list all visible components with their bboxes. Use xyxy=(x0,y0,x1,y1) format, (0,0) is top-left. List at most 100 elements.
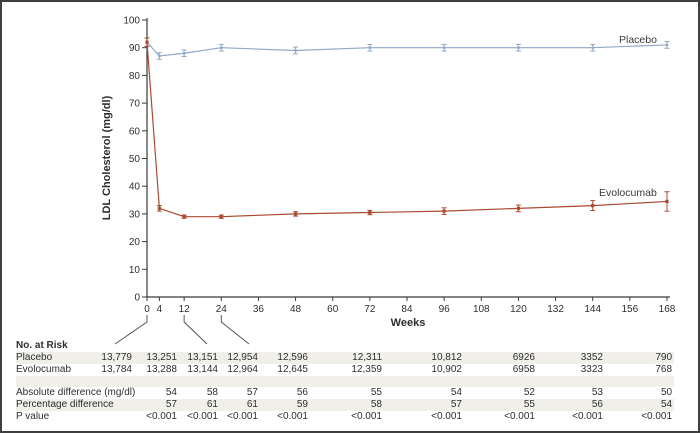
data-point-marker xyxy=(220,46,223,49)
x-tick-label: 96 xyxy=(439,304,451,315)
series-label-placebo: Placebo xyxy=(619,34,657,46)
cell-value: 6958 xyxy=(512,364,535,375)
row-label: Absolute difference (mg/dl) xyxy=(16,387,136,398)
stats-row-absolute-difference: Absolute difference (mg/dl) 54 58 57 56 55 54 5… xyxy=(16,387,674,399)
y-tick-label: 100 xyxy=(123,16,140,27)
cell-value: 54 xyxy=(660,399,673,410)
y-axis-title: LDL Cholesterol (mg/dl) xyxy=(101,95,113,220)
cell-value: 13,144 xyxy=(187,364,218,375)
cell-value: <0.001 xyxy=(504,411,535,422)
risk-table-leader-line xyxy=(114,315,148,345)
y-tick-label: 50 xyxy=(129,154,141,165)
cell-value: 13,784 xyxy=(101,364,132,375)
cell-value: <0.001 xyxy=(277,411,308,422)
stats-row-percentage-difference: Percentage difference 57 61 61 59 58 57 55 56 54 xyxy=(16,399,675,411)
x-tick-label: 0 xyxy=(144,304,150,315)
x-tick-label: 36 xyxy=(253,304,265,315)
data-point-marker xyxy=(219,215,223,219)
cell-value xyxy=(86,411,134,423)
spacer-cell xyxy=(16,376,674,387)
cell-value: 13,251 xyxy=(146,352,177,363)
row-label: Placebo xyxy=(16,352,53,363)
risk-table-leader-line xyxy=(183,315,208,345)
cell-value: <0.001 xyxy=(187,411,218,422)
cell-value: 57 xyxy=(246,387,258,398)
cell-value: <0.001 xyxy=(572,411,603,422)
data-point-marker xyxy=(665,199,669,204)
series-label-evolocumab: Evolocumab xyxy=(599,187,657,199)
x-tick-label: 84 xyxy=(401,304,413,315)
cell-value: 57 xyxy=(450,399,462,410)
y-tick-label: 20 xyxy=(129,237,141,248)
cell-value: 12,359 xyxy=(351,364,382,375)
cell-value: 3352 xyxy=(580,352,603,363)
x-axis-title: Weeks xyxy=(391,317,426,329)
data-point-marker xyxy=(157,206,161,210)
cell-value: 13,779 xyxy=(101,352,132,363)
y-tick-label: 90 xyxy=(129,43,141,54)
risk-table-spacer xyxy=(16,376,675,387)
cell-value: <0.001 xyxy=(641,411,673,422)
x-tick-label: 144 xyxy=(584,304,601,315)
cell-value: 56 xyxy=(591,399,603,410)
data-point-marker xyxy=(516,206,521,210)
data-point-marker xyxy=(158,54,161,58)
data-point-marker xyxy=(591,203,595,208)
x-tick-label: 24 xyxy=(216,304,228,315)
row-label: P value xyxy=(16,411,50,422)
x-tick-label: 72 xyxy=(364,304,376,315)
y-tick-label: 30 xyxy=(129,209,141,220)
x-tick-label: 4 xyxy=(157,304,163,315)
data-point-marker xyxy=(182,215,186,219)
risk-table-section: No. at Risk Placebo 13,779 13,251 13,151 12,9… xyxy=(16,339,675,423)
x-tick-label: 108 xyxy=(473,304,490,315)
data-point-marker xyxy=(442,209,446,213)
cell-value: 12,954 xyxy=(227,352,258,363)
cell-value: 52 xyxy=(523,387,535,398)
cell-value: 54 xyxy=(165,387,177,398)
y-tick-label: 70 xyxy=(129,99,141,110)
cell-value: 55 xyxy=(370,387,382,398)
risk-table: No. at Risk Placebo 13,779 13,251 13,151 12,9… xyxy=(16,339,675,423)
cell-value: 12,311 xyxy=(352,352,382,363)
cell-value: 61 xyxy=(246,399,258,410)
x-tick-label: 12 xyxy=(179,304,191,315)
series-line-placebo xyxy=(146,41,668,57)
data-point-marker xyxy=(293,212,298,216)
data-point-marker xyxy=(665,43,669,47)
cell-value: 53 xyxy=(591,387,603,398)
cell-value: 13,151 xyxy=(187,352,218,363)
cell-value: 768 xyxy=(655,364,673,375)
series-line-evolocumab xyxy=(146,42,668,218)
risk-table-leader-line xyxy=(220,315,250,345)
risk-table-header: No. at Risk xyxy=(16,339,674,352)
cell-value: 50 xyxy=(660,387,673,398)
cell-value: 56 xyxy=(296,387,308,398)
cell-value: 59 xyxy=(296,399,308,410)
x-tick-label: 168 xyxy=(659,304,676,315)
cell-value: 54 xyxy=(450,387,462,398)
cell-value: <0.001 xyxy=(227,411,258,422)
cell-value: 10,812 xyxy=(431,352,462,363)
data-point-marker xyxy=(145,40,149,44)
x-tick-label: 48 xyxy=(290,304,302,315)
y-tick-label: 40 xyxy=(129,182,141,193)
y-tick-label: 0 xyxy=(134,293,140,304)
data-point-marker xyxy=(368,210,372,215)
cell-value: 790 xyxy=(655,352,673,363)
y-tick-label: 80 xyxy=(129,71,141,82)
x-tick-label: 60 xyxy=(327,304,339,315)
data-point-marker xyxy=(517,46,520,49)
cell-value: 10,902 xyxy=(431,364,462,375)
cell-value: 12,964 xyxy=(227,364,258,375)
data-point-marker xyxy=(182,52,186,55)
data-point-marker xyxy=(442,46,446,49)
cell-value: 58 xyxy=(370,399,382,410)
y-tick-label: 10 xyxy=(129,265,141,276)
cell-value: 13,288 xyxy=(146,364,177,375)
x-tick-label: 120 xyxy=(510,304,527,315)
risk-row-evolocumab: Evolocumab 13,784 13,288 13,144 12,964 12,645… xyxy=(16,364,674,376)
cell-value: 55 xyxy=(523,399,535,410)
